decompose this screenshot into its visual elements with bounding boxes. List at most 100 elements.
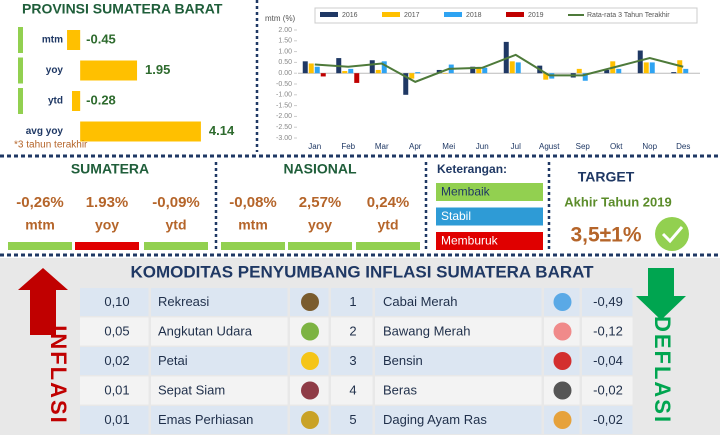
table-cell bbox=[375, 376, 542, 405]
y-tick-label: 0.00 bbox=[278, 70, 292, 77]
legend-swatch bbox=[382, 12, 400, 17]
legend-label: 2019 bbox=[528, 12, 544, 19]
x-tick-label: Okt bbox=[610, 142, 623, 151]
table-cell bbox=[80, 288, 149, 316]
y-tick-label: 1.50 bbox=[278, 38, 292, 45]
inflasi-arrow bbox=[30, 289, 56, 335]
value-label: -0.28 bbox=[86, 92, 116, 107]
x-tick-label: Nop bbox=[642, 142, 657, 151]
legend-box bbox=[436, 232, 543, 250]
bar bbox=[403, 73, 409, 95]
indicator-label: yoy bbox=[308, 217, 332, 233]
y-tick-label: 0.50 bbox=[278, 59, 292, 66]
bar bbox=[308, 63, 314, 74]
y-tick-label: 1.00 bbox=[278, 48, 292, 55]
legend-label: Membaik bbox=[441, 185, 491, 199]
section-title: KOMODITAS PENYUMBANG INFLASI SUMATERA BA… bbox=[130, 262, 594, 281]
legend-label: Memburuk bbox=[441, 234, 499, 248]
panel-title: TARGET bbox=[578, 169, 635, 185]
legend-swatch bbox=[444, 12, 462, 17]
table-cell bbox=[375, 347, 542, 375]
indicator-label: mtm bbox=[238, 217, 268, 233]
status-bar bbox=[75, 242, 139, 250]
bar bbox=[415, 72, 421, 74]
table-text: -0,02 bbox=[593, 382, 623, 397]
table-cell bbox=[80, 376, 149, 405]
check-icon bbox=[661, 226, 684, 244]
indicator-label: mtm bbox=[25, 217, 55, 233]
bar bbox=[314, 66, 320, 74]
bar bbox=[320, 73, 326, 77]
indicator-value: 2,57% bbox=[299, 194, 342, 211]
bar bbox=[582, 73, 588, 81]
y-tick-label: -2.50 bbox=[276, 124, 292, 131]
table-cell bbox=[375, 317, 542, 346]
commodity-icon bbox=[553, 322, 572, 341]
table-cell bbox=[582, 347, 633, 375]
category-label: avg yoy bbox=[26, 126, 64, 137]
commodity-icon bbox=[301, 293, 319, 311]
table-cell bbox=[151, 317, 288, 346]
x-tick-label: Agust bbox=[539, 142, 560, 151]
bar bbox=[683, 68, 689, 74]
value-label: 1.95 bbox=[145, 62, 170, 77]
y-tick-label: -1.00 bbox=[276, 92, 292, 99]
bottom-background bbox=[0, 258, 720, 435]
x-tick-label: Mei bbox=[442, 142, 455, 151]
table-text: -0,04 bbox=[593, 353, 623, 368]
note: *3 tahun terakhir bbox=[14, 140, 88, 151]
bar bbox=[409, 73, 415, 79]
table-text: Rekreasi bbox=[158, 294, 209, 309]
legend-label: 2016 bbox=[342, 12, 358, 19]
check-icon bbox=[655, 217, 689, 251]
legend-label: 2017 bbox=[404, 12, 420, 19]
panel-title: NASIONAL bbox=[283, 161, 357, 177]
table-cell bbox=[582, 376, 633, 405]
row-marker bbox=[18, 57, 23, 84]
bar bbox=[509, 61, 515, 74]
legend-label: Stabil bbox=[441, 209, 471, 223]
bar bbox=[643, 62, 649, 74]
table-text: Sepat Siam bbox=[158, 382, 225, 397]
chart-title: PROVINSI SUMATERA BARAT bbox=[22, 1, 223, 17]
value-label: 4.14 bbox=[209, 123, 235, 138]
table-cell bbox=[80, 406, 149, 434]
bar bbox=[515, 62, 521, 74]
table-cell bbox=[151, 376, 288, 405]
deflasi-arrow bbox=[636, 296, 686, 320]
bar bbox=[375, 69, 381, 74]
row-marker bbox=[18, 27, 23, 53]
status-bar bbox=[221, 242, 285, 250]
table-text: Emas Perhiasan bbox=[158, 412, 253, 427]
table-text: -0,02 bbox=[593, 412, 623, 427]
y-tick-label: 2.00 bbox=[278, 27, 292, 34]
commodity-icon bbox=[301, 381, 319, 400]
bar bbox=[348, 68, 354, 74]
status-bar bbox=[288, 242, 352, 250]
x-tick-label: Feb bbox=[341, 142, 355, 151]
bar bbox=[482, 67, 488, 74]
bar bbox=[671, 72, 677, 74]
table-cell bbox=[582, 317, 633, 346]
legend-label: 2018 bbox=[466, 12, 482, 19]
axis-title: mtm (%) bbox=[265, 14, 296, 23]
table-text: 0,01 bbox=[104, 382, 129, 397]
bar bbox=[470, 66, 476, 74]
indicator-value: 0,24% bbox=[367, 194, 410, 211]
x-tick-label: Jul bbox=[511, 142, 521, 151]
table-text: 0,01 bbox=[104, 412, 129, 427]
bar bbox=[649, 62, 655, 74]
status-bar bbox=[356, 242, 420, 250]
category-label: ytd bbox=[48, 96, 63, 107]
table-cell bbox=[375, 406, 542, 434]
table-text: 4 bbox=[349, 382, 356, 397]
indicator-value: -0,09% bbox=[152, 194, 200, 211]
value-label: -0.45 bbox=[86, 31, 116, 46]
legend-swatch bbox=[506, 12, 524, 17]
bar bbox=[369, 60, 375, 74]
commodity-icon bbox=[553, 381, 572, 400]
deflasi-arrow bbox=[648, 268, 674, 298]
indicator-label: ytd bbox=[378, 217, 399, 233]
bar bbox=[616, 68, 622, 74]
